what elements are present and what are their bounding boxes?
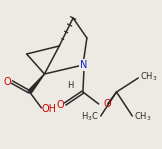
Text: O: O [56,100,64,110]
Polygon shape [28,74,44,93]
Text: H$_3$C: H$_3$C [81,111,99,123]
Text: H: H [67,82,73,90]
Text: N: N [80,60,88,70]
Text: CH$_3$: CH$_3$ [140,71,158,83]
Text: O: O [3,77,11,87]
Text: CH$_3$: CH$_3$ [134,111,152,123]
Text: O: O [104,99,111,109]
Text: OH: OH [42,104,57,114]
